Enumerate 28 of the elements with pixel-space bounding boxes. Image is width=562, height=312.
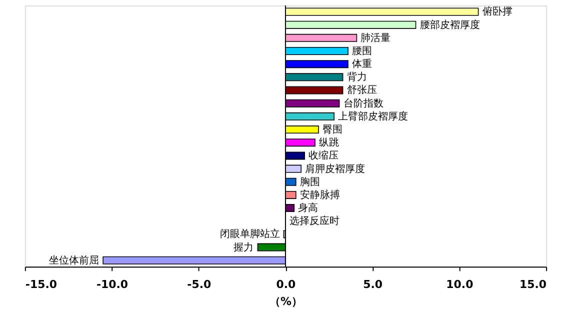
- x-tick-label: 10.0: [446, 278, 474, 292]
- x-tick-label: -15.0: [25, 278, 58, 292]
- y-tick-label: 腰部皮褶厚度: [420, 18, 480, 31]
- x-tick-label: 0.0: [276, 278, 296, 292]
- y-tick-label: 肩胛皮褶厚度: [305, 162, 366, 175]
- y-tick-label: 坐位体前屈: [49, 254, 100, 266]
- y-tick-label: 腰围: [352, 46, 372, 57]
- y-tick-label: 纵跳: [319, 136, 339, 149]
- x-tick-label: -10.0: [96, 278, 128, 292]
- x-tick-label: 15.0: [520, 278, 547, 292]
- y-tick-label: 上臂部皮褶厚度: [338, 110, 408, 122]
- y-tick-label: 背力: [346, 71, 367, 84]
- y-tick-label: 臀围: [322, 124, 342, 136]
- y-tick-label: 闭眼单脚站立: [220, 228, 280, 240]
- y-tick-label: 安静脉搏: [300, 188, 340, 201]
- y-tick-label: 肺活量: [360, 32, 391, 44]
- y-tick-label: 握力: [234, 241, 254, 254]
- y-tick-label: 收缩压: [308, 150, 339, 162]
- y-tick-label: 选择反应时: [289, 215, 340, 228]
- x-tick-label: 5.0: [363, 278, 383, 292]
- y-tick-label: 俯卧撑: [482, 6, 512, 18]
- x-tick-label: -5.0: [187, 278, 212, 292]
- y-tick-label: 台阶指数: [343, 97, 384, 110]
- x-axis-title: （%）: [269, 294, 302, 308]
- y-tick-label: 舒张压: [346, 84, 377, 96]
- y-tick-label: 胸围: [300, 176, 320, 188]
- y-tick-label: 身高: [298, 202, 318, 214]
- y-tick-label: 体重: [352, 58, 372, 70]
